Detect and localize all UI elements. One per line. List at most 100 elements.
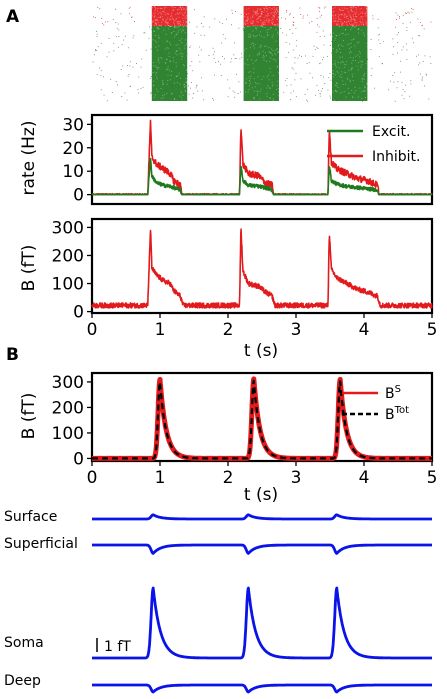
- raster-spike-bg: [126, 99, 128, 101]
- raster-burst-speckle: [350, 6, 352, 8]
- raster-burst-speckle: [266, 16, 268, 18]
- raster-burst-speckle: [274, 11, 276, 13]
- raster-burst-speckle: [177, 9, 179, 11]
- raster-burst-speckle: [364, 87, 366, 89]
- raster-spike-bg: [314, 48, 316, 50]
- rate-legend: Excit. Inhibit.: [327, 124, 420, 165]
- raster-burst-speckle: [184, 86, 186, 88]
- bsum-frame: [90, 371, 434, 463]
- raster-burst-speckle: [269, 67, 271, 69]
- raster-burst-speckle: [158, 28, 160, 30]
- raster-burst-speckle: [246, 20, 248, 22]
- raster-burst-speckle: [256, 14, 258, 16]
- raster-spike-bg: [100, 70, 102, 71]
- raster-spike-bg: [370, 49, 372, 50]
- raster-burst-speckle: [252, 23, 253, 25]
- raster-burst-speckle: [183, 83, 185, 85]
- raster-spike-bg: [285, 57, 287, 59]
- raster-plot: [92, 6, 432, 102]
- raster-burst-speckle: [342, 80, 344, 82]
- raster-burst-speckle: [162, 10, 164, 12]
- raster-burst-speckle: [244, 63, 246, 65]
- raster-burst-speckle: [343, 71, 345, 73]
- raster-burst-speckle: [168, 55, 170, 57]
- raster-burst-speckle: [363, 34, 365, 36]
- raster-burst-speckle: [252, 14, 254, 16]
- raster-burst-speckle: [347, 44, 349, 46]
- raster-burst-speckle: [181, 9, 183, 10]
- raster-burst-speckle: [157, 27, 158, 29]
- raster-spike-bg: [187, 73, 188, 75]
- raster-burst-speckle: [253, 72, 255, 74]
- raster-burst-speckle: [154, 10, 156, 12]
- raster-burst-speckle: [169, 26, 170, 28]
- raster-burst-speckle: [170, 6, 172, 8]
- raster-spike-bg: [229, 87, 231, 89]
- raster-spike-bg: [127, 65, 128, 66]
- raster-spike-bg-inhib: [194, 9, 195, 11]
- raster-spike-bg: [97, 46, 99, 48]
- bsum-xtick-label: 1: [155, 468, 166, 488]
- raster-burst-speckle: [182, 22, 184, 24]
- raster-spike-bg: [329, 73, 331, 74]
- raster-burst-speckle: [185, 20, 187, 22]
- raster-burst-speckle: [350, 21, 352, 23]
- raster-spike-bg: [106, 100, 108, 102]
- raster-burst-speckle: [159, 11, 161, 13]
- raster-burst-speckle: [354, 25, 356, 27]
- raster-burst-speckle: [167, 23, 168, 25]
- raster-burst-speckle: [185, 78, 187, 80]
- raster-spike-bg: [318, 90, 319, 91]
- raster-burst-speckle: [152, 72, 154, 73]
- raster-burst-speckle: [263, 17, 265, 19]
- raster-spike-bg: [418, 54, 419, 56]
- raster-burst-speckle: [253, 78, 255, 80]
- raster-spike-bg: [392, 75, 394, 76]
- raster-burst-speckle: [252, 42, 254, 44]
- raster-burst-speckle: [160, 57, 162, 58]
- raster-spike-bg: [193, 93, 194, 94]
- raster-burst-speckle: [259, 47, 261, 49]
- raster-burst-speckle: [169, 61, 171, 62]
- raster-burst-speckle: [345, 72, 347, 73]
- raster-burst-speckle: [167, 13, 169, 15]
- raster-burst-speckle: [257, 90, 259, 92]
- raster-spike-bg: [404, 91, 406, 93]
- raster-spike-bg: [329, 95, 331, 97]
- raster-burst-speckle: [269, 18, 271, 20]
- raster-burst-speckle: [272, 15, 274, 17]
- raster-burst-speckle: [167, 21, 168, 23]
- raster-burst-speckle: [350, 7, 352, 8]
- raster-spike-bg: [121, 96, 123, 97]
- raster-spike-bg: [230, 61, 232, 63]
- raster-spike-bg: [323, 44, 325, 46]
- raster-burst-speckle: [268, 19, 269, 21]
- raster-burst-speckle: [271, 21, 273, 23]
- raster-burst-speckle: [260, 15, 262, 17]
- raster-burst-speckle: [365, 22, 367, 24]
- raster-burst-speckle: [346, 21, 348, 23]
- raster-burst-speckle: [276, 49, 278, 51]
- raster-burst-speckle: [245, 82, 247, 84]
- raster-burst-speckle: [253, 97, 255, 99]
- raster-spike-bg: [100, 89, 102, 91]
- raster-burst-speckle: [156, 88, 158, 90]
- raster-burst-speckle: [350, 46, 352, 48]
- raster-burst-speckle: [153, 6, 155, 8]
- raster-burst-speckle: [337, 72, 339, 74]
- raster-spike-bg: [381, 63, 383, 65]
- raster-spike-bg: [319, 36, 321, 37]
- raster-burst-speckle: [257, 76, 259, 78]
- raster-burst-speckle: [339, 14, 341, 16]
- raster-spike-bg-inhib: [120, 13, 122, 15]
- raster-spike-bg-inhib: [430, 21, 432, 23]
- raster-burst-speckle: [169, 79, 171, 81]
- raster-burst-speckle: [346, 15, 348, 17]
- raster-burst-speckle: [271, 20, 273, 22]
- raster-spike-bg: [382, 63, 383, 64]
- raster-burst-speckle: [171, 32, 173, 34]
- raster-spike-bg: [108, 51, 110, 53]
- raster-burst-speckle: [174, 20, 176, 22]
- raster-burst-speckle: [357, 42, 359, 44]
